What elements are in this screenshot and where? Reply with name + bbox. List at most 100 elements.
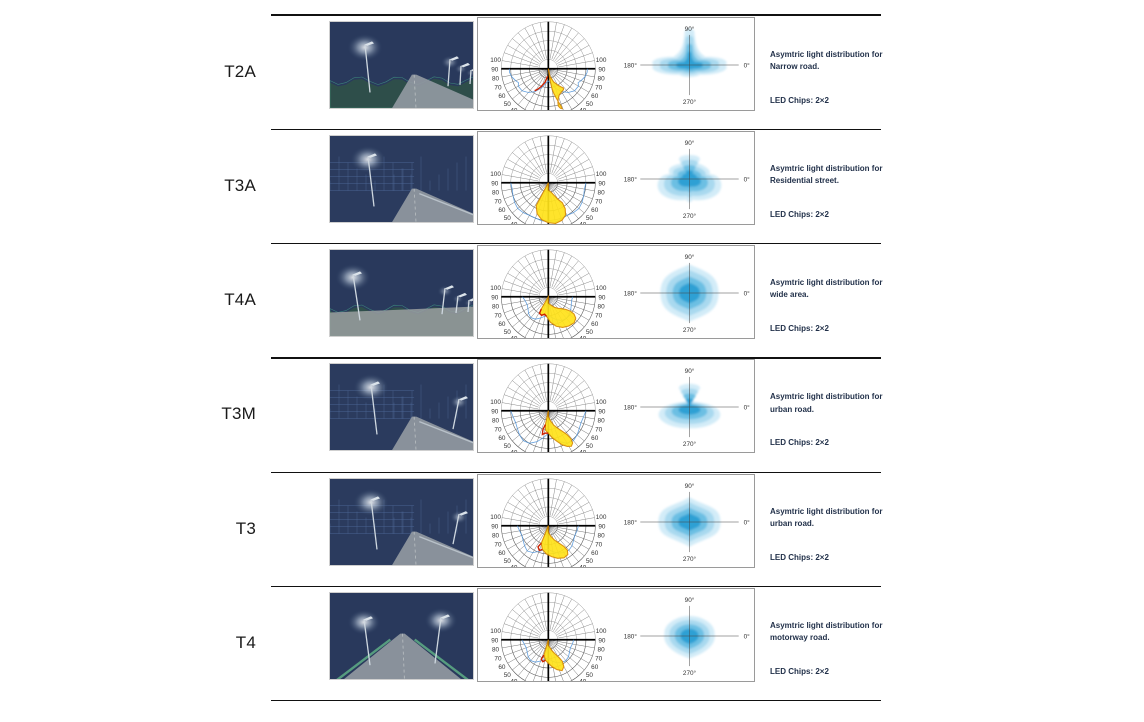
svg-text:80: 80 bbox=[492, 532, 500, 539]
svg-text:60: 60 bbox=[498, 207, 506, 214]
svg-text:180°: 180° bbox=[624, 175, 638, 183]
svg-text:90: 90 bbox=[491, 409, 499, 416]
svg-text:50: 50 bbox=[586, 215, 594, 222]
svg-text:60: 60 bbox=[591, 321, 599, 328]
svg-text:40: 40 bbox=[510, 564, 518, 568]
svg-text:40: 40 bbox=[510, 450, 518, 454]
svg-text:0°: 0° bbox=[744, 518, 751, 526]
svg-text:90°: 90° bbox=[685, 139, 695, 147]
svg-text:90°: 90° bbox=[685, 253, 695, 261]
svg-text:90: 90 bbox=[598, 180, 606, 187]
svg-text:80: 80 bbox=[598, 418, 606, 425]
svg-text:60: 60 bbox=[591, 664, 599, 671]
svg-text:90: 90 bbox=[598, 66, 606, 73]
svg-text:100: 100 bbox=[596, 171, 607, 178]
svg-text:40: 40 bbox=[510, 221, 518, 225]
svg-text:40: 40 bbox=[579, 107, 587, 111]
svg-text:180°: 180° bbox=[624, 518, 638, 526]
svg-text:40: 40 bbox=[579, 450, 587, 454]
svg-text:100: 100 bbox=[596, 285, 607, 292]
svg-text:100: 100 bbox=[490, 399, 501, 406]
svg-text:70: 70 bbox=[494, 427, 502, 434]
svg-text:50: 50 bbox=[504, 329, 512, 336]
svg-text:270°: 270° bbox=[683, 555, 697, 563]
svg-text:50: 50 bbox=[586, 557, 594, 564]
svg-text:50: 50 bbox=[504, 443, 512, 450]
svg-text:80: 80 bbox=[492, 646, 500, 653]
svg-text:40: 40 bbox=[510, 678, 518, 682]
svg-text:80: 80 bbox=[598, 304, 606, 311]
svg-text:80: 80 bbox=[492, 189, 500, 196]
svg-text:90: 90 bbox=[491, 523, 499, 530]
svg-text:100: 100 bbox=[596, 514, 607, 521]
svg-text:270°: 270° bbox=[683, 440, 697, 448]
svg-text:90: 90 bbox=[598, 294, 606, 301]
svg-text:70: 70 bbox=[494, 655, 502, 662]
svg-text:180°: 180° bbox=[624, 61, 638, 69]
svg-text:270°: 270° bbox=[683, 98, 697, 106]
svg-text:60: 60 bbox=[498, 435, 506, 442]
svg-text:70: 70 bbox=[595, 427, 603, 434]
svg-text:0°: 0° bbox=[744, 404, 751, 412]
svg-text:80: 80 bbox=[598, 189, 606, 196]
svg-text:50: 50 bbox=[586, 100, 594, 107]
svg-text:50: 50 bbox=[586, 329, 594, 336]
svg-text:60: 60 bbox=[498, 321, 506, 328]
svg-text:60: 60 bbox=[591, 93, 599, 100]
svg-text:100: 100 bbox=[596, 399, 607, 406]
svg-text:80: 80 bbox=[598, 532, 606, 539]
svg-text:100: 100 bbox=[490, 285, 501, 292]
svg-text:70: 70 bbox=[595, 313, 603, 320]
svg-text:100: 100 bbox=[490, 514, 501, 521]
svg-text:80: 80 bbox=[598, 646, 606, 653]
svg-text:40: 40 bbox=[579, 221, 587, 225]
svg-text:70: 70 bbox=[595, 84, 603, 91]
svg-text:100: 100 bbox=[490, 57, 501, 64]
svg-text:60: 60 bbox=[498, 664, 506, 671]
svg-text:40: 40 bbox=[579, 564, 587, 568]
svg-text:0°: 0° bbox=[744, 289, 751, 297]
svg-text:60: 60 bbox=[591, 550, 599, 557]
svg-text:90°: 90° bbox=[685, 367, 695, 375]
svg-text:80: 80 bbox=[492, 418, 500, 425]
svg-text:70: 70 bbox=[494, 313, 502, 320]
svg-text:50: 50 bbox=[504, 672, 512, 679]
svg-text:60: 60 bbox=[498, 93, 506, 100]
svg-text:100: 100 bbox=[596, 57, 607, 64]
svg-text:70: 70 bbox=[595, 198, 603, 205]
svg-text:90: 90 bbox=[491, 180, 499, 187]
svg-text:90: 90 bbox=[598, 409, 606, 416]
svg-text:70: 70 bbox=[595, 541, 603, 548]
svg-text:100: 100 bbox=[490, 171, 501, 178]
svg-text:90°: 90° bbox=[685, 596, 695, 604]
svg-text:90°: 90° bbox=[685, 481, 695, 489]
svg-text:270°: 270° bbox=[683, 669, 697, 677]
svg-text:100: 100 bbox=[490, 628, 501, 635]
svg-text:180°: 180° bbox=[624, 289, 638, 297]
svg-text:90°: 90° bbox=[685, 24, 695, 32]
svg-text:180°: 180° bbox=[624, 632, 638, 640]
svg-text:270°: 270° bbox=[683, 212, 697, 220]
svg-text:50: 50 bbox=[504, 215, 512, 222]
svg-text:70: 70 bbox=[494, 198, 502, 205]
svg-text:90: 90 bbox=[491, 637, 499, 644]
svg-text:80: 80 bbox=[598, 75, 606, 82]
svg-text:50: 50 bbox=[504, 557, 512, 564]
svg-text:40: 40 bbox=[579, 678, 587, 682]
svg-text:0°: 0° bbox=[744, 61, 751, 69]
svg-text:50: 50 bbox=[586, 443, 594, 450]
svg-text:50: 50 bbox=[586, 672, 594, 679]
svg-text:60: 60 bbox=[591, 435, 599, 442]
svg-text:60: 60 bbox=[591, 207, 599, 214]
svg-text:90: 90 bbox=[598, 637, 606, 644]
svg-text:0°: 0° bbox=[744, 175, 751, 183]
svg-text:70: 70 bbox=[494, 84, 502, 91]
svg-text:100: 100 bbox=[596, 628, 607, 635]
svg-text:80: 80 bbox=[492, 304, 500, 311]
svg-text:50: 50 bbox=[504, 100, 512, 107]
svg-text:40: 40 bbox=[510, 335, 518, 339]
svg-text:0°: 0° bbox=[744, 632, 751, 640]
svg-text:70: 70 bbox=[595, 655, 603, 662]
svg-text:270°: 270° bbox=[683, 326, 697, 334]
svg-text:80: 80 bbox=[492, 75, 500, 82]
